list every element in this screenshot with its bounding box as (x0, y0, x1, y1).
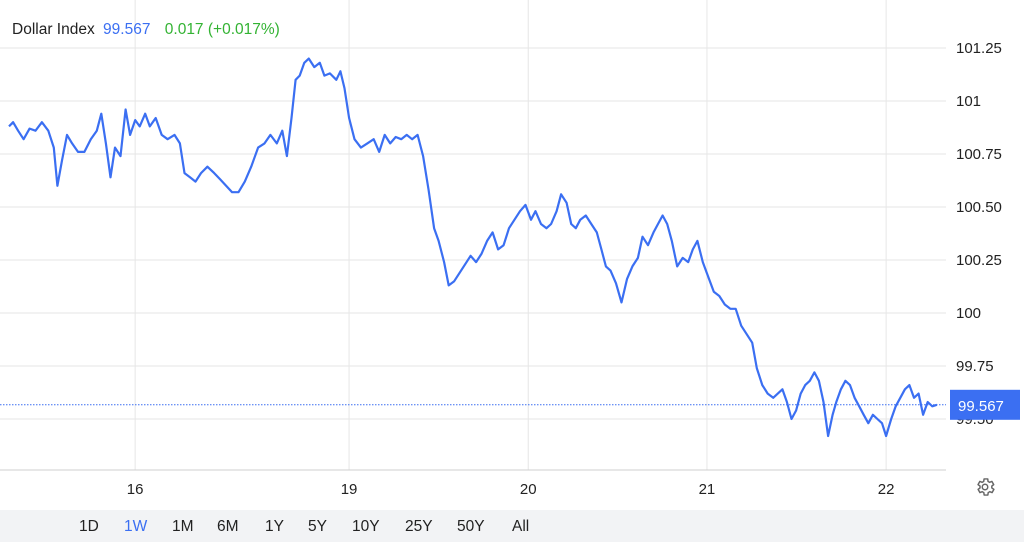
current-price-tag: 99.567 (950, 389, 1020, 420)
range-button-25y[interactable]: 25Y (405, 518, 433, 535)
range-button-all[interactable]: All (512, 518, 530, 535)
price-tag-label: 99.567 (958, 398, 1004, 415)
y-tick-label: 100.25 (956, 252, 1002, 269)
y-tick-label: 101.25 (956, 40, 1002, 57)
legend: Dollar Index 99.567 0.017 (+0.017%) (12, 21, 280, 39)
gear-icon[interactable] (974, 476, 996, 498)
series-line (8, 57, 938, 438)
x-tick-label: 22 (878, 481, 895, 498)
range-button-10y[interactable]: 10Y (352, 518, 380, 535)
range-button-1m[interactable]: 1M (172, 518, 194, 535)
y-tick-label: 101 (956, 93, 981, 110)
grid (0, 0, 946, 470)
range-button-6m[interactable]: 6M (217, 518, 239, 535)
range-button-1y[interactable]: 1Y (265, 518, 284, 535)
dollar-index-chart: 101.25101100.75100.50100.2510099.7599.50… (0, 0, 1020, 498)
y-tick-label: 100 (956, 305, 981, 322)
y-tick-label: 100.50 (956, 199, 1002, 216)
range-button-1d[interactable]: 1D (79, 518, 99, 535)
instrument-change: 0.017 (+0.017%) (164, 21, 280, 38)
instrument-name: Dollar Index (12, 21, 95, 38)
x-tick-label: 21 (699, 481, 716, 498)
price-tag-background (950, 389, 1020, 420)
x-axis: 16 19 20 21 22 (127, 481, 895, 498)
range-button-50y[interactable]: 50Y (457, 518, 485, 535)
range-selector-bar (0, 510, 1024, 542)
instrument-price: 99.567 (103, 21, 151, 38)
x-tick-label: 19 (341, 481, 358, 498)
y-tick-label: 99.75 (956, 358, 994, 375)
range-button-5y[interactable]: 5Y (308, 518, 327, 535)
range-button-1w[interactable]: 1W (124, 518, 148, 535)
y-tick-label: 100.75 (956, 146, 1002, 163)
x-tick-label: 20 (520, 481, 537, 498)
chart: 101.25101100.75100.50100.2510099.7599.50… (0, 0, 1020, 498)
x-tick-label: 16 (127, 481, 144, 498)
